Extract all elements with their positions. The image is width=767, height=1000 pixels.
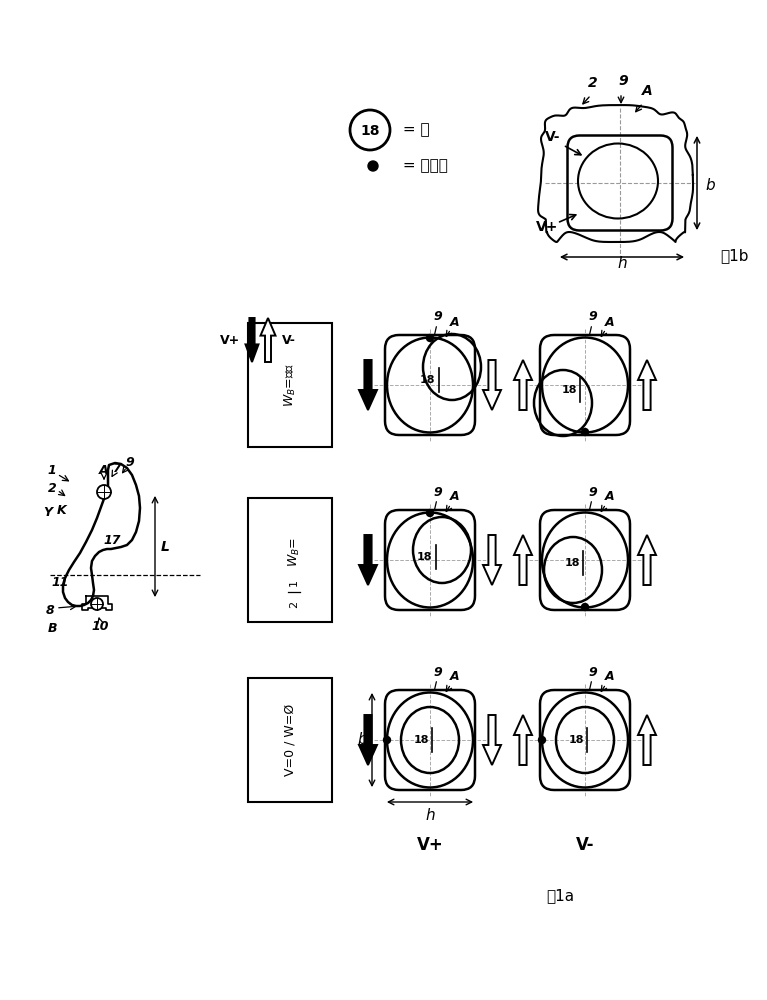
Polygon shape (514, 535, 532, 585)
Polygon shape (638, 535, 656, 585)
Circle shape (384, 736, 390, 744)
Text: V=0 / W=Ø: V=0 / W=Ø (284, 704, 297, 776)
Text: A: A (450, 316, 459, 328)
Text: 图1b: 图1b (720, 248, 749, 263)
Text: 9: 9 (588, 310, 597, 324)
Text: Y: Y (44, 506, 52, 518)
Circle shape (581, 603, 588, 610)
Polygon shape (359, 715, 377, 765)
FancyBboxPatch shape (248, 323, 332, 447)
Text: 1: 1 (48, 464, 57, 477)
Polygon shape (514, 360, 532, 410)
Text: B: B (48, 621, 57, 635)
Text: 9: 9 (433, 310, 443, 324)
Text: V-: V- (545, 130, 561, 144)
Text: K: K (58, 504, 67, 516)
Text: 9: 9 (588, 666, 597, 678)
Text: 2: 2 (588, 76, 597, 90)
Text: 2: 2 (289, 600, 299, 608)
Text: 18: 18 (416, 552, 433, 562)
Text: 18: 18 (568, 735, 584, 745)
Polygon shape (514, 715, 532, 765)
Text: 10: 10 (91, 619, 109, 633)
Polygon shape (483, 360, 501, 410)
Text: A: A (450, 670, 459, 684)
Text: 1: 1 (289, 578, 299, 585)
Text: $W_B$=: $W_B$= (286, 537, 301, 567)
Text: V+: V+ (416, 836, 443, 854)
Text: A: A (99, 464, 109, 477)
Polygon shape (483, 535, 501, 585)
Circle shape (426, 334, 433, 342)
Text: V+: V+ (220, 334, 240, 347)
Circle shape (350, 110, 390, 150)
Text: 2: 2 (48, 482, 57, 494)
Text: V-: V- (282, 334, 296, 347)
FancyBboxPatch shape (248, 498, 332, 622)
Text: A: A (605, 670, 615, 684)
Text: V-: V- (576, 836, 594, 854)
Text: $W_B$=最大: $W_B$=最大 (282, 363, 298, 407)
Polygon shape (483, 715, 501, 765)
Text: = 接触点: = 接触点 (398, 158, 448, 174)
Text: 9: 9 (433, 666, 443, 678)
Text: A: A (605, 490, 615, 504)
Circle shape (538, 736, 545, 744)
Text: 8: 8 (45, 603, 54, 616)
Text: 17: 17 (104, 534, 120, 546)
Polygon shape (359, 360, 377, 410)
Polygon shape (245, 318, 258, 362)
Text: b: b (705, 178, 715, 192)
Text: 18: 18 (413, 735, 429, 745)
Circle shape (368, 161, 378, 171)
Circle shape (426, 510, 433, 516)
Text: 11: 11 (51, 576, 69, 588)
Polygon shape (359, 535, 377, 585)
Text: 18: 18 (360, 124, 380, 138)
Text: b: b (357, 732, 367, 748)
Text: 9: 9 (126, 456, 134, 470)
Text: A: A (450, 490, 459, 504)
Text: h: h (617, 256, 627, 271)
Circle shape (91, 598, 103, 610)
Polygon shape (261, 318, 275, 362)
Text: 18: 18 (420, 375, 436, 385)
Text: A: A (605, 316, 615, 328)
Circle shape (581, 428, 588, 436)
Text: L: L (161, 540, 170, 554)
Polygon shape (638, 715, 656, 765)
Text: V+: V+ (536, 220, 558, 234)
Text: 图1a: 图1a (546, 888, 574, 903)
Text: A: A (642, 84, 653, 98)
Polygon shape (638, 360, 656, 410)
Text: 18: 18 (565, 558, 580, 568)
Text: h: h (425, 808, 435, 822)
Text: 9: 9 (433, 486, 443, 498)
Text: 7: 7 (112, 462, 120, 475)
Text: 9: 9 (618, 74, 628, 88)
Text: = 销: = 销 (398, 122, 430, 137)
Text: 18: 18 (561, 385, 577, 395)
FancyBboxPatch shape (248, 678, 332, 802)
Circle shape (97, 485, 111, 499)
Text: 9: 9 (588, 486, 597, 498)
